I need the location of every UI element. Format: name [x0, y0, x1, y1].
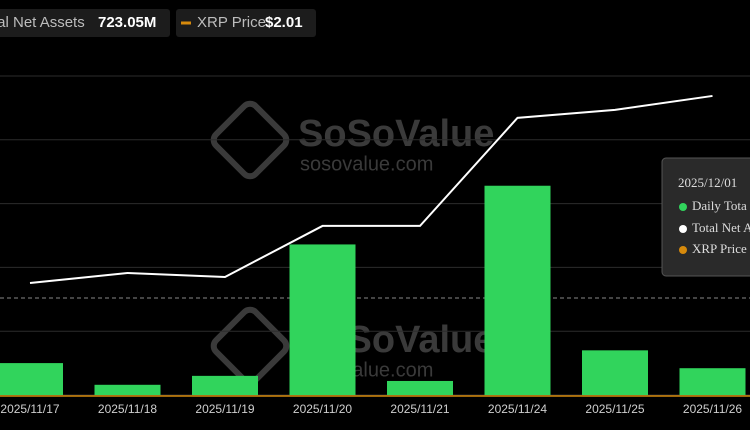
plot: 2025/11/17 2025/11/18 2025/11/19 2025/11/20… — [0, 75, 750, 416]
tooltip-series: Total Net A — [692, 220, 750, 235]
bar — [582, 350, 648, 395]
bar — [387, 380, 453, 395]
legend-chip — [176, 9, 316, 37]
legend-value: 723.05M — [98, 14, 156, 31]
tooltip-dot — [679, 246, 687, 254]
legend-label: tal Net Assets — [0, 14, 85, 31]
tooltip-series: XRP Price — [692, 241, 747, 256]
x-tick-label: 2025/11/24 — [488, 402, 547, 416]
bar — [679, 368, 746, 395]
x-tick-label: 2025/11/20 — [293, 402, 352, 416]
x-tick-label: 2025/11/19 — [195, 402, 254, 416]
line — [29, 94, 713, 284]
watermark-site: sosovalue.com — [300, 153, 433, 175]
tooltip-dot — [679, 225, 687, 233]
x-tick-label: 2025/11/25 — [585, 402, 644, 416]
bar — [94, 384, 161, 395]
bar — [289, 244, 356, 395]
watermark-brand: SoSoValue — [298, 113, 494, 155]
legend-chip — [0, 9, 170, 37]
x-tick-label: 2025/11/17 — [0, 402, 59, 416]
legend-value: $2.01 — [265, 14, 303, 31]
x-tick-label: 2025/11/21 — [390, 402, 449, 416]
x-tick-label: 2025/11/26 — [683, 402, 742, 416]
tooltip-dot — [679, 203, 687, 211]
bar — [0, 363, 63, 395]
x-tick-label: 2025/11/18 — [98, 402, 157, 416]
tooltip-date: 2025/12/01 — [678, 175, 737, 190]
tooltip-series: Daily Tota — [692, 198, 747, 213]
bar — [192, 375, 258, 395]
tooltip: 2025/12/01 Daily Tota Total Net A XRP Pr… — [661, 157, 750, 277]
watermark: SoSoValue sosovalue.com SoSoValue sosova… — [210, 100, 494, 386]
bar — [484, 185, 551, 395]
legend-label: XRP Price — [197, 14, 266, 31]
